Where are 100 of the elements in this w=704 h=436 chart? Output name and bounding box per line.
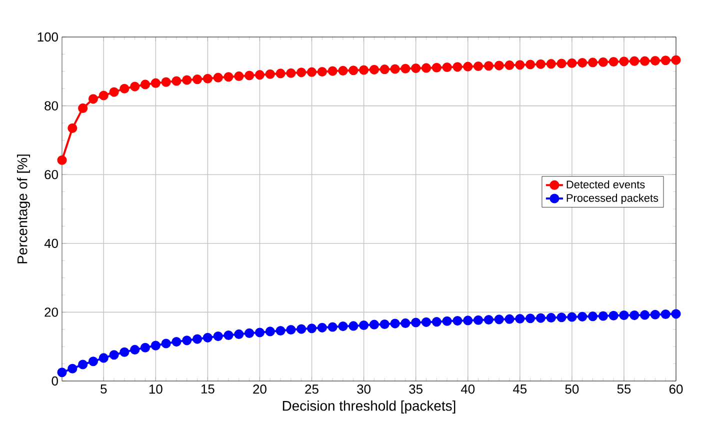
- point: [588, 58, 598, 68]
- point: [442, 62, 452, 72]
- point: [504, 314, 514, 324]
- x-tick-label: 30: [357, 384, 370, 394]
- point: [536, 59, 546, 69]
- point: [546, 312, 556, 322]
- point: [254, 70, 265, 80]
- point: [234, 329, 244, 339]
- point: [515, 60, 525, 70]
- point: [452, 316, 462, 326]
- point: [234, 71, 244, 81]
- point: [671, 309, 681, 319]
- point: [526, 60, 536, 70]
- point: [172, 76, 182, 86]
- point: [88, 94, 98, 104]
- point: [619, 56, 629, 66]
- point: [650, 310, 660, 320]
- x-tick-label: 35: [409, 384, 422, 394]
- point: [98, 353, 108, 363]
- point: [338, 322, 348, 332]
- point: [515, 314, 525, 324]
- point: [140, 342, 150, 352]
- point: [380, 319, 390, 330]
- point: [68, 364, 78, 374]
- point: [202, 332, 212, 342]
- point: [390, 318, 400, 328]
- x-axis-title: Decision threshold [packets]: [282, 400, 456, 414]
- point: [484, 314, 494, 325]
- point: [463, 62, 473, 72]
- point: [120, 347, 130, 357]
- point: [504, 60, 514, 70]
- y-tick-label: 40: [44, 238, 58, 248]
- point: [463, 316, 473, 326]
- point: [348, 321, 358, 331]
- point: [556, 58, 566, 68]
- point: [432, 62, 442, 72]
- point: [98, 90, 108, 100]
- point: [536, 313, 546, 323]
- point: [109, 87, 119, 97]
- point: [671, 55, 681, 65]
- point: [608, 310, 618, 320]
- point: [359, 65, 369, 75]
- point: [411, 64, 421, 74]
- y-tick-label: 20: [44, 308, 58, 317]
- x-tick-label: 55: [617, 384, 631, 394]
- point: [161, 338, 171, 348]
- point: [494, 314, 504, 324]
- point: [452, 62, 462, 72]
- point: [192, 74, 202, 84]
- x-tick-label: 20: [253, 384, 266, 394]
- point: [213, 72, 223, 82]
- point: [150, 340, 160, 350]
- point: [296, 324, 306, 334]
- point: [254, 328, 265, 338]
- point: [608, 56, 618, 67]
- x-tick-label: 5: [100, 384, 107, 394]
- point: [276, 68, 286, 78]
- point: [296, 68, 306, 78]
- x-tick-label: 45: [512, 384, 527, 394]
- point: [57, 368, 67, 378]
- y-tick-label: 100: [38, 32, 58, 42]
- point: [640, 310, 650, 320]
- point: [192, 334, 202, 344]
- point: [640, 56, 650, 66]
- point: [484, 61, 494, 71]
- x-tick-label: 15: [201, 384, 214, 394]
- point: [380, 64, 390, 74]
- point: [317, 322, 327, 332]
- point: [328, 322, 338, 332]
- point: [390, 64, 400, 74]
- point: [546, 59, 556, 69]
- point: [526, 314, 536, 324]
- point: [556, 312, 566, 322]
- y-tick-label: 60: [44, 170, 58, 180]
- point: [598, 57, 608, 67]
- y-tick-label: 80: [44, 101, 58, 110]
- point: [120, 84, 130, 94]
- point: [442, 316, 452, 326]
- point: [630, 56, 640, 66]
- point: [598, 311, 608, 321]
- point: [306, 324, 317, 334]
- point: [473, 61, 484, 72]
- point: [286, 68, 296, 78]
- point: [400, 64, 410, 74]
- point: [265, 69, 275, 79]
- point: [161, 77, 171, 87]
- point: [630, 310, 640, 320]
- point: [130, 82, 140, 92]
- legend-label: Detected events: [566, 180, 645, 188]
- point: [494, 60, 504, 70]
- point: [328, 66, 338, 76]
- point: [578, 58, 588, 68]
- point: [369, 320, 379, 330]
- point: [150, 78, 160, 88]
- point: [306, 67, 317, 77]
- point: [660, 56, 670, 66]
- point: [317, 66, 327, 77]
- x-tick-label: 10: [149, 384, 162, 394]
- point: [359, 320, 369, 330]
- point: [182, 75, 192, 85]
